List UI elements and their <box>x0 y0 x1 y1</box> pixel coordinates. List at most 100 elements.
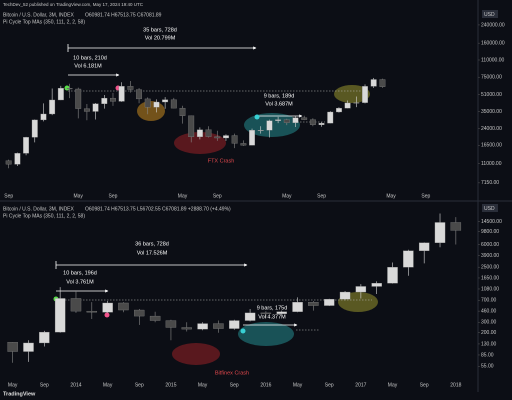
candle-body <box>127 86 134 90</box>
x-tick-label: May <box>386 193 396 199</box>
candle-body <box>188 115 195 138</box>
highlight <box>334 85 370 103</box>
candle-body <box>301 117 308 120</box>
candle-body <box>327 111 334 124</box>
candle-body <box>39 331 50 344</box>
candle-body <box>344 102 351 109</box>
x-tick-label: Sep <box>230 382 239 388</box>
candle-body <box>249 129 255 146</box>
annotation: FTX Crash <box>208 158 235 164</box>
currency: USD <box>484 206 495 212</box>
x-tick-label: Sep <box>4 193 13 199</box>
candle-body <box>40 113 47 121</box>
candle-body <box>214 136 221 139</box>
candle-body <box>260 312 272 314</box>
candle-body <box>23 342 34 352</box>
x-tick-label: May <box>103 382 113 388</box>
y-tick-label: 1080.00 <box>481 286 499 292</box>
candle-body <box>196 129 203 138</box>
candle-body <box>153 101 160 108</box>
x-tick-label: May <box>388 382 398 388</box>
candle-body <box>197 323 208 330</box>
candle-body <box>144 98 151 108</box>
x-tick-label: Sep <box>135 382 144 388</box>
candle-body <box>134 309 145 317</box>
y-tick-label: 11000.00 <box>481 161 502 167</box>
candle-body <box>86 310 98 313</box>
candle-body <box>362 86 368 103</box>
candle-body <box>101 97 108 104</box>
candle-body <box>244 312 256 321</box>
currency: USD <box>484 12 495 18</box>
candle-body <box>223 135 229 139</box>
candle-body <box>23 137 30 154</box>
marker-dot <box>104 312 110 318</box>
annotation: Vol 4.377M <box>258 314 286 320</box>
x-tick-label: Sep <box>325 382 334 388</box>
candle-body <box>7 342 18 352</box>
candle-body <box>370 79 377 87</box>
candle-body <box>162 99 169 103</box>
candle-body <box>292 302 303 312</box>
y-tick-label: 110000.00 <box>481 57 504 63</box>
y-tick-label: 75000.00 <box>481 75 502 81</box>
candle-body <box>136 89 142 100</box>
ohlc: O60981.74 H67513.75 L56702.55 C67081.89 … <box>85 206 231 212</box>
candle-body <box>371 283 382 287</box>
highlight <box>174 132 226 154</box>
ohlc: O60981.74 H67513.75 C67081.89 <box>85 12 162 18</box>
highlight <box>238 322 294 346</box>
candle-body <box>257 129 264 131</box>
candle-body <box>292 117 299 123</box>
candle-body <box>181 327 192 330</box>
annotation: Bitfinex Crash <box>215 370 249 376</box>
candle-body <box>336 107 342 113</box>
candle-body <box>75 88 82 109</box>
annotation: 10 bars, 196d <box>63 270 97 276</box>
highlight <box>137 101 165 121</box>
candle-body <box>110 97 116 102</box>
candle-body <box>179 107 186 116</box>
candle-body <box>276 311 287 314</box>
x-tick-label: 2018 <box>450 382 461 388</box>
candle-body <box>355 286 367 293</box>
candle-body <box>205 129 212 137</box>
candle-body <box>149 315 161 321</box>
annotation: 36 bars, 728d <box>135 241 169 247</box>
indicator: Pi Cycle Top MAs (350, 111, 2, 2, 58) <box>3 213 85 219</box>
candle-body <box>353 102 360 104</box>
candle-body <box>450 222 462 231</box>
candle-body <box>418 242 430 251</box>
annotation: Vol 3.687M <box>265 101 293 107</box>
candle-body <box>102 302 113 313</box>
candle-body <box>339 291 351 300</box>
candle-body <box>379 79 386 87</box>
candle-body <box>324 298 335 306</box>
y-tick-label: 1650.00 <box>481 275 499 281</box>
y-tick-label: 6000.00 <box>481 242 499 248</box>
x-tick-label: May <box>293 382 303 388</box>
candle-body <box>434 222 446 243</box>
currency-badge <box>482 204 498 212</box>
annotation: Vol 3.761M <box>66 279 94 285</box>
brand: TradingView <box>3 391 36 397</box>
x-tick-label: 2017 <box>355 382 366 388</box>
y-tick-label: 160000.00 <box>481 40 505 46</box>
y-tick-label: 7150.00 <box>481 180 499 186</box>
y-tick-label: 35000.00 <box>481 109 502 115</box>
marker-dot <box>240 328 246 334</box>
candle-body <box>118 86 125 102</box>
candle-body <box>213 323 224 329</box>
candle-body <box>229 320 240 329</box>
candle-body <box>283 119 290 123</box>
candle-body <box>308 302 319 306</box>
annotation: Vol 6.181M <box>74 63 102 69</box>
y-tick-label: 85.00 <box>481 352 494 358</box>
annotation: 35 bars, 728d <box>143 27 177 33</box>
candle-body <box>231 135 238 144</box>
candle-body <box>83 108 90 112</box>
x-tick-label: Sep <box>109 193 118 199</box>
x-tick-label: Sep <box>420 382 429 388</box>
annotation: 10 bars, 210d <box>73 55 107 61</box>
candle-body <box>54 298 66 333</box>
